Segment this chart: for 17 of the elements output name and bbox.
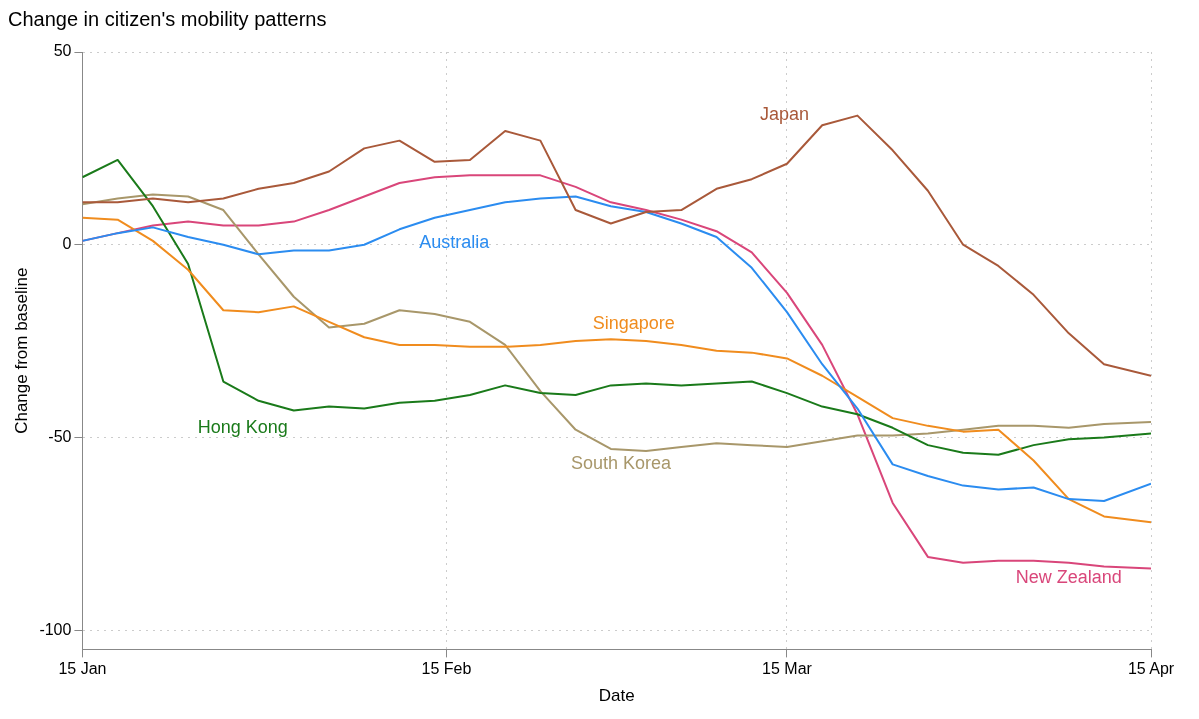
y-tick-label: 50 (53, 42, 72, 60)
x-tick-label: 15 Jan (58, 660, 107, 678)
x-tick-label: 15 Mar (762, 660, 813, 678)
x-tick-label: 15 Feb (421, 660, 472, 678)
series-label: Japan (759, 103, 809, 124)
series-label: Singapore (592, 312, 675, 333)
series-label: New Zealand (1015, 566, 1122, 587)
x-axis-title: Date (598, 686, 635, 706)
series-label: South Korea (570, 453, 673, 474)
series-label: Australia (419, 232, 491, 253)
series-label: Hong Kong (197, 417, 288, 438)
y-tick-label: 0 (62, 235, 72, 253)
y-tick-label: -100 (39, 620, 72, 638)
chart-title: Change in citizen's mobility patterns (8, 7, 327, 30)
y-axis-title: Change from baseline (11, 267, 31, 434)
y-tick-label: -50 (48, 427, 72, 445)
x-tick-label: 15 Apr (1127, 660, 1175, 678)
